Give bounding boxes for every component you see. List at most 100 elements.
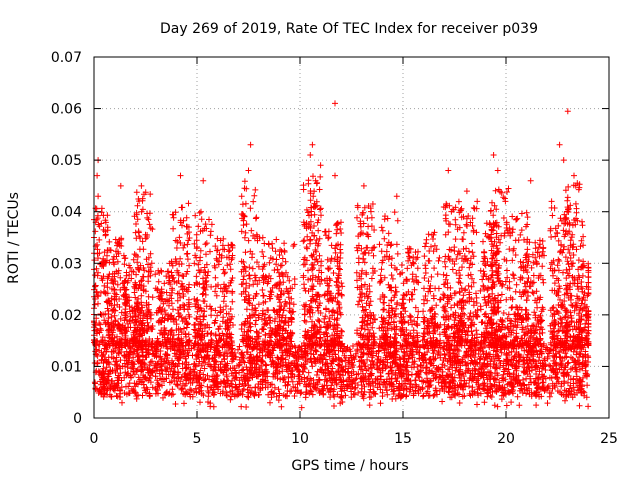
data-point — [198, 216, 205, 223]
data-point — [342, 392, 349, 399]
data-point — [351, 385, 358, 392]
data-point — [201, 365, 208, 372]
data-point — [252, 311, 258, 318]
data-point — [138, 292, 145, 299]
data-point — [238, 228, 245, 235]
data-point — [378, 224, 385, 231]
data-point — [576, 402, 583, 409]
data-point — [145, 293, 152, 300]
data-point — [181, 400, 187, 407]
data-point — [202, 241, 209, 248]
data-point — [107, 247, 114, 254]
data-point — [367, 361, 374, 368]
data-point — [354, 214, 360, 221]
chart-title: Day 269 of 2019, Rate Of TEC Index for r… — [160, 21, 538, 37]
data-point — [397, 362, 404, 369]
data-point — [390, 388, 397, 395]
data-point — [170, 306, 176, 313]
data-point — [263, 362, 270, 369]
data-point — [317, 173, 324, 180]
data-point — [491, 402, 498, 409]
data-point — [381, 299, 388, 306]
data-point — [326, 353, 333, 360]
data-point — [177, 378, 184, 385]
data-point — [279, 255, 286, 262]
data-point — [472, 367, 479, 374]
data-point — [430, 392, 437, 399]
data-point — [491, 382, 498, 389]
data-point — [452, 367, 459, 374]
data-point — [242, 229, 249, 236]
data-point — [494, 403, 501, 410]
data-point — [207, 228, 214, 235]
data-point — [289, 378, 296, 385]
data-point — [243, 306, 250, 313]
data-point — [481, 399, 488, 406]
data-point — [157, 353, 164, 360]
data-point — [243, 404, 250, 410]
data-point — [315, 273, 322, 280]
data-point — [93, 205, 100, 212]
data-point — [337, 394, 344, 400]
data-point — [275, 386, 282, 393]
data-point — [355, 389, 362, 396]
data-point — [174, 381, 181, 388]
data-point — [169, 373, 176, 379]
data-point — [542, 367, 549, 373]
data-point — [246, 264, 253, 271]
data-point — [279, 368, 286, 375]
data-point — [184, 250, 191, 257]
data-point — [92, 228, 99, 235]
data-point — [388, 297, 395, 304]
data-point — [251, 192, 258, 199]
data-point — [377, 278, 384, 285]
data-point — [195, 261, 202, 268]
data-point — [456, 400, 463, 406]
data-point — [250, 198, 257, 205]
data-point — [247, 205, 254, 212]
data-point — [271, 384, 278, 391]
data-point — [394, 217, 401, 224]
data-point — [175, 375, 182, 381]
data-point — [323, 305, 329, 312]
data-point — [404, 265, 411, 272]
data-point — [380, 358, 387, 365]
data-point — [193, 231, 200, 238]
data-point — [133, 189, 140, 196]
data-point — [521, 357, 528, 364]
data-point — [354, 347, 361, 354]
data-point — [259, 248, 266, 255]
data-point — [380, 306, 387, 313]
data-point — [446, 389, 452, 396]
data-point — [420, 393, 426, 400]
data-point — [241, 178, 248, 185]
data-point — [193, 273, 200, 280]
data-point — [306, 237, 313, 244]
data-point — [485, 368, 491, 375]
data-point — [265, 391, 272, 398]
data-point — [581, 389, 588, 396]
data-point — [164, 345, 171, 352]
data-point — [285, 373, 292, 380]
data-point — [102, 232, 109, 239]
data-point — [364, 356, 371, 363]
data-point — [337, 226, 344, 232]
data-point — [200, 313, 207, 319]
data-point — [284, 382, 291, 389]
data-point — [305, 369, 312, 376]
data-point — [278, 403, 285, 410]
data-point — [152, 271, 159, 278]
data-point — [381, 235, 388, 242]
data-point — [191, 260, 198, 267]
data-point — [351, 391, 358, 398]
data-point — [520, 376, 526, 383]
data-point — [173, 245, 180, 251]
data-point — [108, 314, 115, 320]
data-point — [300, 261, 307, 268]
data-point — [368, 358, 375, 365]
data-point — [147, 359, 154, 366]
data-point — [368, 275, 375, 282]
data-point — [155, 278, 162, 285]
data-point — [154, 377, 161, 384]
data-point — [242, 249, 249, 256]
